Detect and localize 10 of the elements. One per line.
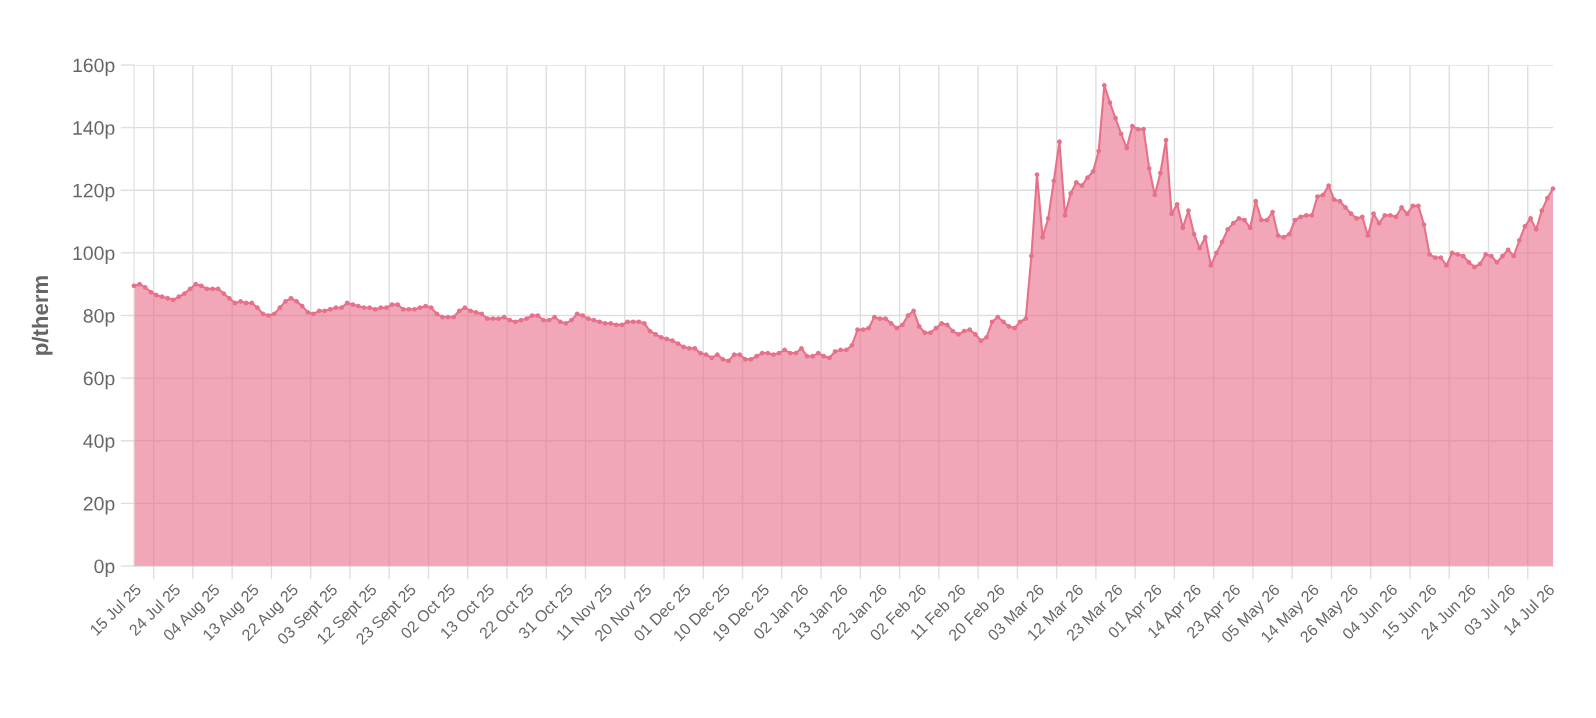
y-tick-label: 40p [83,434,115,452]
y-tick-label: 100p [73,246,115,264]
y-tick-label: 160p [73,58,115,77]
y-tick-label: 20p [83,496,115,515]
y-tick-label: 120p [73,183,115,202]
y-tick-label: 0p [94,559,115,578]
y-tick-label: 60p [83,371,115,390]
y-axis-title: p/therm [31,276,53,355]
y-tick-label: 80p [83,308,115,327]
y-tick-label: 140p [73,121,115,139]
